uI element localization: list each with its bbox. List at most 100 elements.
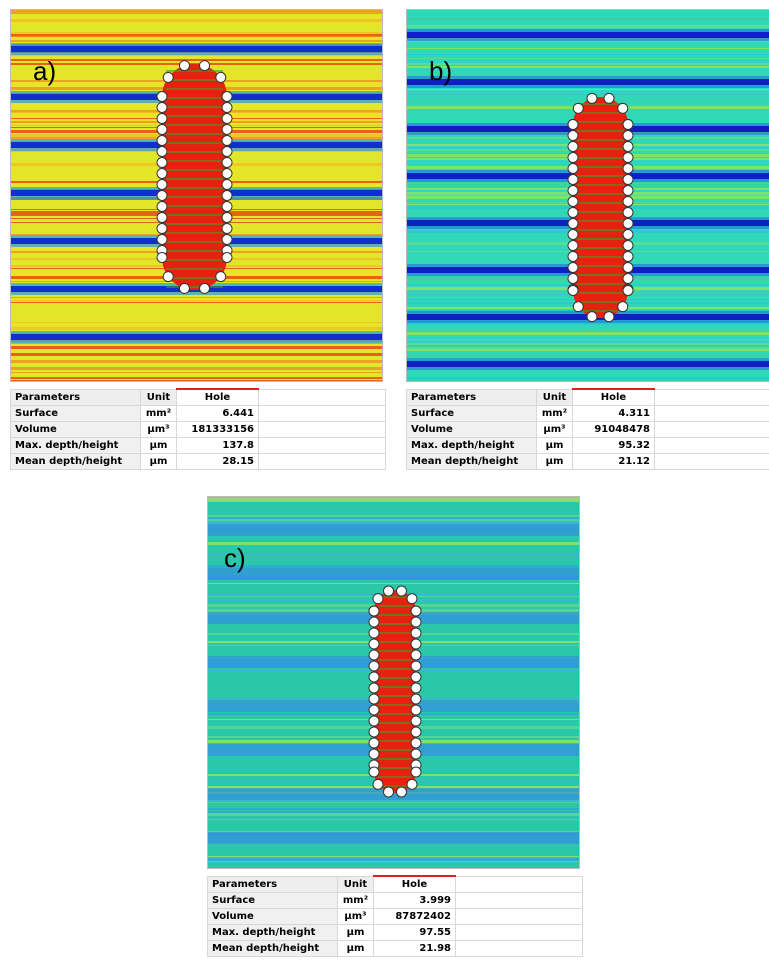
stripe [407,355,769,357]
band-edge [208,832,579,844]
cell: Volume [407,422,537,438]
band [407,361,769,367]
header-cell: Hole [573,389,655,406]
stripe [407,54,769,55]
contour-point [369,628,379,638]
hole-streak [166,160,223,162]
hole-streak [577,121,624,123]
contour-point [222,202,232,212]
contour-point [396,787,406,797]
hole-streak [378,758,412,760]
contour-point [568,219,578,229]
contour-point [369,606,379,616]
contour-point [623,153,633,163]
contour-point [568,175,578,185]
stripe [11,310,382,311]
hole-streak [378,668,412,670]
page: {"panels": [ {"label": "a)", "table": {"… [0,0,769,962]
cell: mm² [338,893,374,909]
contour-point [157,92,167,102]
cell: 91048478 [573,422,655,438]
hole-streak [577,229,624,231]
cell: 137.8 [177,438,259,454]
stripe [11,343,382,344]
panel-label: a) [33,56,56,86]
contour-point [157,180,167,190]
contour-point [568,142,578,152]
hole-streak [378,641,412,643]
contour-point [407,594,417,604]
contour-point [587,312,597,322]
stripe [407,343,769,345]
cell: mm² [141,406,177,422]
contour-point [623,175,633,185]
contour-point [157,253,167,263]
hole-streak [577,247,624,249]
cell: Volume [11,422,141,438]
contour-point [222,158,232,168]
contour-point [587,93,597,103]
hole-streak [577,256,624,258]
cell: 6.441 [177,406,259,422]
contour-point [222,169,232,179]
hole-streak [166,70,223,72]
contour-point [623,241,633,251]
hole-streak [378,695,412,697]
contour-point [369,639,379,649]
hole-streak [378,740,412,742]
contour-point [216,272,226,282]
hole-streak [378,650,412,652]
hole-streak [577,193,624,195]
band [407,79,769,85]
hole-streak [166,151,223,153]
stripe [407,349,769,351]
contour-point [369,705,379,715]
stripe [208,583,579,584]
cell: 21.98 [374,941,456,957]
empty-cell [655,438,769,454]
hole-streak [378,659,412,661]
band [11,334,382,340]
contour-point [222,191,232,201]
contour-point [369,694,379,704]
empty-cell [456,925,583,941]
data-row: Surfacemm²4.311 [407,406,769,422]
contour-point [623,131,633,141]
contour-point [163,272,173,282]
stripe [11,12,382,14]
contour-point [157,224,167,234]
empty-cell [655,406,769,422]
stripe [208,515,579,517]
hole-streak [166,169,223,171]
contour-point [222,103,232,113]
stripe [11,32,382,34]
hole-streak [577,301,624,303]
header-cell: Hole [177,389,259,406]
contour-point [623,120,633,130]
cell: µm³ [338,909,374,925]
stripe [11,26,382,27]
cell: mm² [537,406,573,422]
stripe [208,811,579,813]
stripe [208,858,579,861]
stripe [11,21,382,22]
hole-streak [166,196,223,198]
cell: Max. depth/height [407,438,537,454]
contour-point [623,164,633,174]
panel-b: b)ParametersUnitHoleSurfacemm²4.311Volum… [406,9,769,470]
cell: 181333156 [177,422,259,438]
empty-cell [259,438,386,454]
cell: µm [338,941,374,957]
contour-point [618,302,628,312]
hole-streak [378,722,412,724]
contour-point [568,120,578,130]
stripe [11,327,382,330]
cell: µm [141,438,177,454]
contour-point [157,235,167,245]
hole-streak [577,130,624,132]
contour-point [222,253,232,263]
hole-streak [577,184,624,186]
